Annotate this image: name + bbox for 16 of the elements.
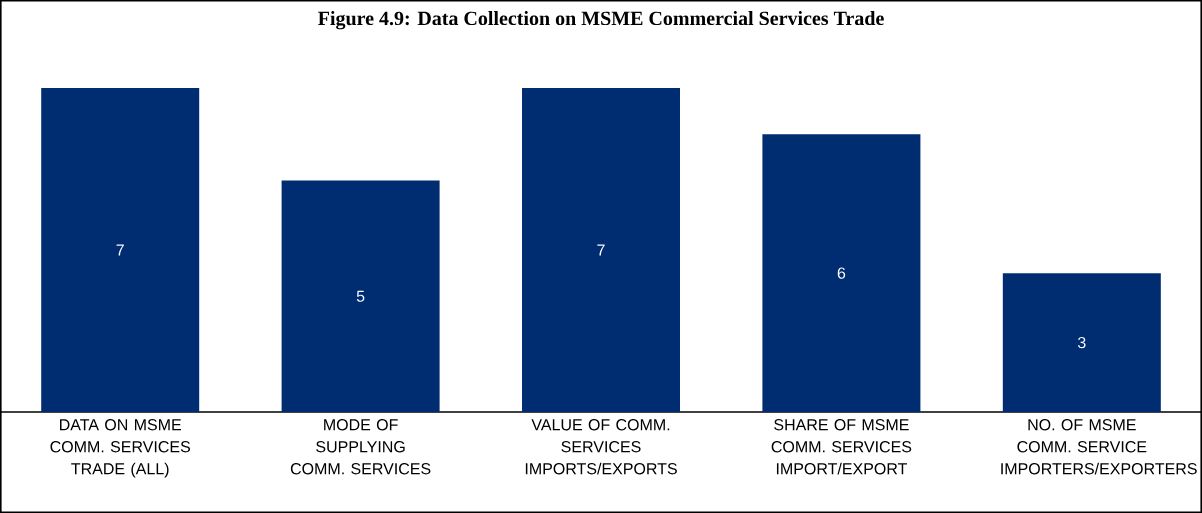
bar — [522, 87, 681, 412]
data-label: 7 — [116, 244, 124, 256]
data-label: 5 — [356, 290, 365, 302]
data-label: 6 — [837, 267, 846, 279]
bar — [762, 134, 921, 412]
x-tick-label: MODE OF SUPPLYING COMM. SERVICES — [290, 419, 431, 475]
bar — [41, 87, 200, 412]
bar — [1002, 273, 1161, 412]
x-tick-label: NO. OF MSME COMM. SERVICE IMPORTERS/EXPORTERS — [1001, 419, 1197, 475]
data-label: 3 — [1077, 336, 1086, 349]
x-tick-label: VALUE OF COMM. SERVICES IMPORTS/EXPORTS — [525, 419, 677, 475]
data-label: 7 — [597, 244, 605, 256]
bar — [281, 180, 440, 412]
chart-title: Figure 4.9: Data Collection on MSME Commercial Services Trade — [318, 11, 884, 30]
x-tick-label: SHARE OF MSME COMM. SERVICES IMPORT/EXPORT — [771, 419, 912, 475]
x-tick-label: DATA ON MSME COMM. SERVICES TRADE (ALL) — [50, 419, 191, 478]
